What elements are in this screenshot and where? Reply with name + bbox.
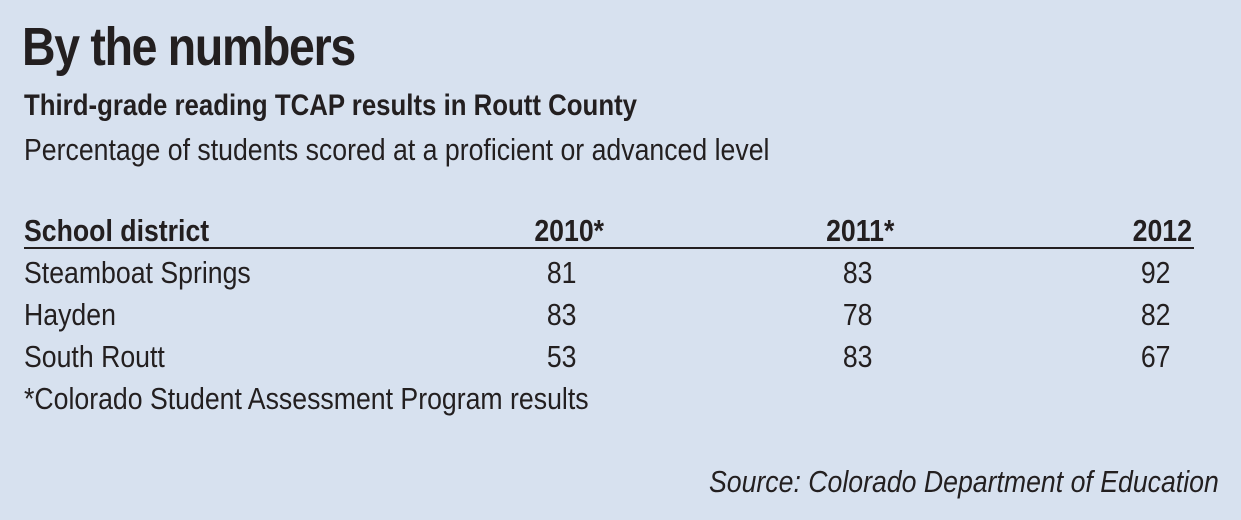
source-credit: Source: Colorado Department of Education bbox=[709, 464, 1219, 499]
district-name: Steamboat Springs bbox=[24, 255, 251, 290]
value-2011: 78 bbox=[842, 297, 872, 332]
description: Percentage of students scored at a profi… bbox=[24, 132, 770, 167]
value-2012: 67 bbox=[1140, 339, 1170, 374]
value-2010: 53 bbox=[546, 339, 576, 374]
column-header-2010: 2010* bbox=[534, 213, 604, 248]
value-2012: 82 bbox=[1140, 297, 1170, 332]
value-2011: 83 bbox=[842, 255, 872, 290]
column-header-2012: 2012 bbox=[1132, 213, 1192, 248]
district-name: Hayden bbox=[24, 297, 116, 332]
column-header-2011: 2011* bbox=[825, 213, 894, 248]
value-2012: 92 bbox=[1140, 255, 1170, 290]
value-2010: 83 bbox=[546, 297, 576, 332]
header-underline bbox=[24, 247, 1194, 249]
column-header-school-district: School district bbox=[24, 213, 210, 248]
district-name: South Routt bbox=[24, 339, 165, 374]
headline: By the numbers bbox=[22, 17, 356, 77]
footnote: *Colorado Student Assessment Program res… bbox=[24, 381, 589, 416]
table-row: South Routt 53 83 67 bbox=[24, 336, 1194, 378]
table-row: Steamboat Springs 81 83 92 bbox=[24, 252, 1194, 294]
table-header-row: School district 2010* 2011* 2012 bbox=[24, 210, 1194, 252]
subhead: Third-grade reading TCAP results in Rout… bbox=[24, 89, 638, 122]
table-row: Hayden 83 78 82 bbox=[24, 294, 1194, 336]
results-table: School district 2010* 2011* 2012 Steambo… bbox=[24, 210, 1194, 378]
value-2011: 83 bbox=[842, 339, 872, 374]
value-2010: 81 bbox=[546, 255, 576, 290]
